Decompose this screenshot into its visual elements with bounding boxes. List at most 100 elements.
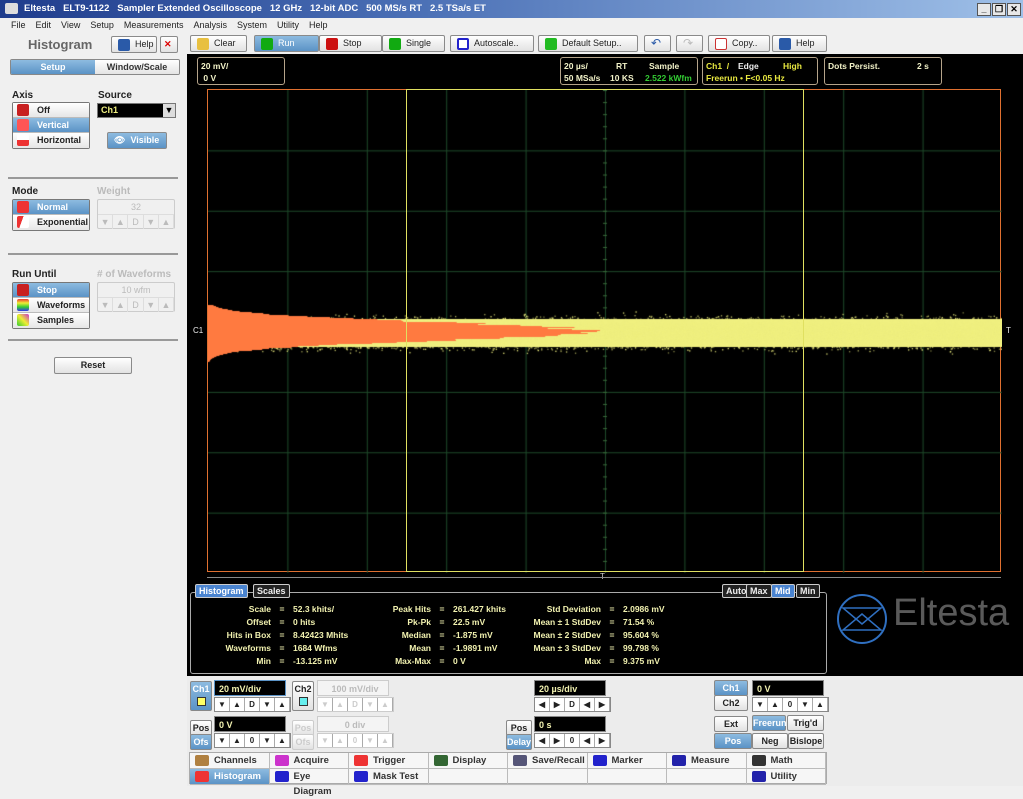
trigger-level-display[interactable]: 0 V bbox=[752, 680, 824, 696]
ch2-button[interactable]: Ch2 bbox=[292, 681, 314, 711]
single-button[interactable]: Single bbox=[382, 35, 445, 52]
graticule[interactable] bbox=[207, 89, 1002, 573]
stepper-button[interactable]: D bbox=[128, 298, 144, 312]
scale-max-button[interactable]: Max bbox=[746, 584, 772, 598]
stepper-button[interactable]: ◀ bbox=[580, 734, 595, 747]
ch1-position-display[interactable]: 0 V bbox=[214, 716, 286, 732]
close-button[interactable]: ✕ bbox=[1007, 3, 1021, 16]
stepper-button[interactable]: ▶ bbox=[595, 734, 610, 747]
tab-histogram[interactable]: Histogram bbox=[195, 584, 248, 598]
histogram-window-box[interactable] bbox=[406, 89, 804, 572]
stepper-button[interactable]: ▲ bbox=[230, 698, 245, 711]
stepper-button[interactable]: ◀ bbox=[580, 698, 595, 711]
menu-utility[interactable]: Utility bbox=[276, 20, 299, 30]
stop-button[interactable]: Stop bbox=[319, 35, 382, 52]
timebase-display[interactable]: 20 µs/div bbox=[534, 680, 606, 696]
ch1-button[interactable]: Ch1 bbox=[190, 681, 212, 711]
channel-readout[interactable]: 20 mV/ 0 V bbox=[197, 57, 285, 85]
ch1-ground-marker[interactable]: C1 bbox=[193, 326, 204, 335]
autoscale-button[interactable]: Autoscale.. bbox=[450, 35, 534, 52]
redo-button[interactable]: ↷ bbox=[676, 35, 703, 52]
trigger-position-marker[interactable]: T bbox=[600, 572, 605, 581]
stepper-button[interactable]: D bbox=[245, 698, 260, 711]
stepper-button[interactable]: D bbox=[128, 215, 144, 229]
menu-setup[interactable]: Setup bbox=[90, 20, 114, 30]
reset-button[interactable]: Reset bbox=[54, 357, 132, 374]
stepper-button[interactable]: 0 bbox=[348, 734, 363, 747]
trigger-ext-button[interactable]: Ext bbox=[714, 716, 748, 732]
toolbar-help-button[interactable]: Help bbox=[772, 35, 827, 52]
slope-neg-button[interactable]: Neg bbox=[752, 733, 788, 749]
stepper-button[interactable]: ◀ bbox=[535, 698, 550, 711]
nav-utility[interactable]: Utility bbox=[746, 769, 826, 785]
stepper-button[interactable]: ▲ bbox=[230, 734, 245, 747]
nav-display[interactable]: Display bbox=[428, 753, 508, 769]
slope-pos-button[interactable]: Pos bbox=[714, 733, 752, 749]
stepper-button[interactable]: ▶ bbox=[550, 734, 565, 747]
ch1-scale-display[interactable]: 20 mV/div bbox=[214, 680, 286, 696]
stepper-button[interactable]: ▶ bbox=[550, 698, 565, 711]
menu-file[interactable]: File bbox=[11, 20, 26, 30]
stepper-button[interactable]: ▲ bbox=[275, 698, 290, 711]
ch2-position-display[interactable]: 0 div bbox=[317, 716, 389, 732]
stepper-button[interactable]: ▲ bbox=[159, 298, 175, 312]
triggered-button[interactable]: Trig'd bbox=[787, 715, 824, 731]
stepper-button[interactable]: ▲ bbox=[275, 734, 290, 747]
stepper-button[interactable]: ▼ bbox=[144, 298, 159, 312]
run-until-waveforms-option[interactable]: Waveforms bbox=[13, 298, 89, 313]
trigger-ch2-button[interactable]: Ch2 bbox=[714, 695, 748, 711]
tab-setup[interactable]: Setup bbox=[11, 60, 95, 74]
stepper-button[interactable]: ▼ bbox=[98, 215, 114, 229]
stepper-button[interactable]: ▼ bbox=[318, 734, 333, 747]
stepper-button[interactable]: ▼ bbox=[753, 698, 768, 711]
mode-normal-option[interactable]: Normal bbox=[13, 200, 89, 215]
trigger-readout[interactable]: Ch1 /Edge High Freerun • F<0.05 Hz bbox=[702, 57, 818, 85]
delay-display[interactable]: 0 s bbox=[534, 716, 606, 732]
close-panel-button[interactable]: ✕ bbox=[160, 36, 178, 53]
clear-button[interactable]: Clear bbox=[190, 35, 247, 52]
menu-system[interactable]: System bbox=[236, 20, 267, 30]
menu-analysis[interactable]: Analysis bbox=[193, 20, 227, 30]
nav-acquire[interactable]: Acquire bbox=[269, 753, 349, 769]
help-button[interactable]: Help bbox=[111, 36, 157, 53]
run-until-stop-option[interactable]: Stop bbox=[13, 283, 89, 298]
persistence-readout[interactable]: Dots Persist. 2 s bbox=[824, 57, 942, 85]
timebase-delay-button[interactable]: Delay bbox=[506, 734, 532, 750]
tab-window-scale[interactable]: Window/Scale bbox=[95, 60, 179, 74]
nav-eye-diagram[interactable]: Eye Diagram bbox=[269, 769, 349, 797]
menu-measurements[interactable]: Measurements bbox=[123, 20, 184, 30]
stepper-button[interactable]: ▲ bbox=[813, 698, 828, 711]
scale-mid-button[interactable]: Mid bbox=[771, 584, 795, 598]
nav-channels[interactable]: Channels bbox=[190, 753, 270, 769]
restore-button[interactable]: ❐ bbox=[992, 3, 1006, 16]
nav-measure[interactable]: Measure bbox=[667, 753, 747, 769]
stepper-button[interactable]: ▼ bbox=[260, 698, 275, 711]
stepper-button[interactable]: ▼ bbox=[363, 698, 378, 711]
menu-help[interactable]: Help bbox=[308, 20, 328, 30]
stepper-button[interactable]: D bbox=[565, 698, 580, 711]
stepper-button[interactable]: ▼ bbox=[98, 298, 114, 312]
stepper-button[interactable]: D bbox=[348, 698, 363, 711]
trigger-ch1-button[interactable]: Ch1 bbox=[714, 680, 748, 696]
axis-off-option[interactable]: Off bbox=[13, 103, 89, 118]
minimize-button[interactable]: _ bbox=[977, 3, 991, 16]
ch2-scale-display[interactable]: 100 mV/div bbox=[317, 680, 389, 696]
stepper-button[interactable]: ▲ bbox=[113, 298, 129, 312]
stepper-button[interactable]: ▲ bbox=[768, 698, 783, 711]
stepper-button[interactable]: ▲ bbox=[333, 698, 348, 711]
source-select[interactable]: Ch1 ▼ bbox=[97, 103, 176, 118]
slope-bislope-button[interactable]: Bislope bbox=[788, 733, 824, 749]
stepper-button[interactable]: ◀ bbox=[535, 734, 550, 747]
mode-exponential-option[interactable]: Exponential bbox=[13, 215, 89, 230]
stepper-button[interactable]: ▶ bbox=[595, 698, 610, 711]
stepper-button[interactable]: 0 bbox=[245, 734, 260, 747]
undo-button[interactable]: ↶ bbox=[644, 35, 671, 52]
default-setup-button[interactable]: Default Setup.. bbox=[538, 35, 638, 52]
scope-display[interactable]: 20 mV/ 0 V 20 µs/RT Sample 50 MSa/s 10 KS 2.… bbox=[187, 54, 1023, 676]
nav-trigger[interactable]: Trigger bbox=[349, 753, 429, 769]
nav-histogram[interactable]: Histogram bbox=[190, 769, 270, 785]
stepper-button[interactable]: 0 bbox=[783, 698, 798, 711]
stepper-button[interactable]: ▲ bbox=[113, 215, 129, 229]
scale-min-button[interactable]: Min bbox=[796, 584, 820, 598]
run-until-samples-option[interactable]: Samples bbox=[13, 313, 89, 328]
